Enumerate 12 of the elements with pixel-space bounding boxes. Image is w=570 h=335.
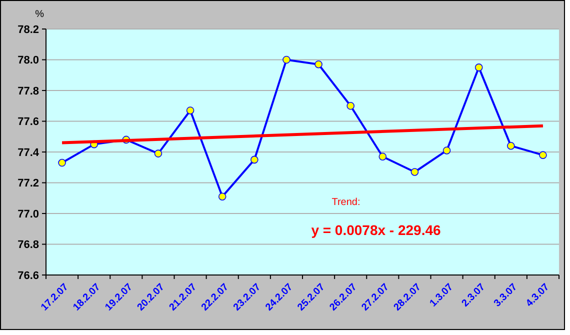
y-tick-label: 76.8: [18, 239, 39, 252]
y-tick-label: 77.2: [18, 178, 39, 190]
y-tick-label: 77.8: [18, 85, 39, 98]
y-tick-label: 77.6: [18, 116, 39, 128]
y-tick-label: 78.2: [18, 24, 39, 36]
annotation: Trend:: [332, 197, 360, 208]
y-tick-label: 77.4: [18, 146, 40, 159]
y-tick-label: 78.0: [18, 54, 39, 67]
y-tick-label: 76.6: [18, 270, 39, 282]
y-tick-label: 77.0: [18, 208, 39, 220]
annotation: y = 0.0078x - 229.46: [311, 222, 442, 238]
y-axis-title: %: [35, 9, 44, 20]
